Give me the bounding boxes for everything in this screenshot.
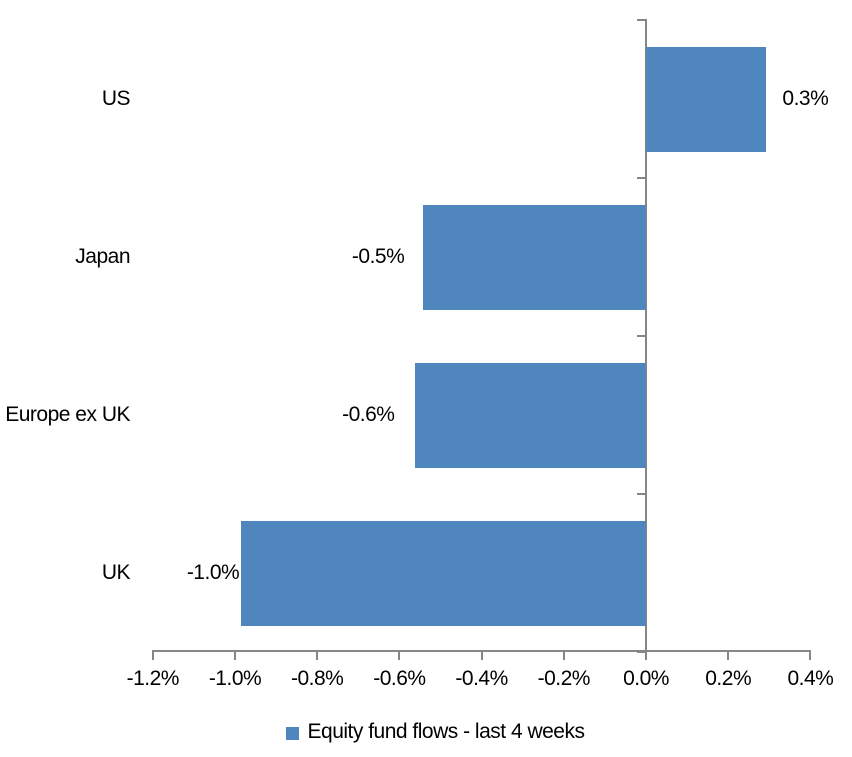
category-label: UK xyxy=(101,561,131,584)
y-axis-tick xyxy=(637,177,647,179)
x-axis-tick xyxy=(809,650,812,660)
x-tick-label: 0.4% xyxy=(787,667,834,690)
category-label: US xyxy=(101,87,131,110)
y-axis-tick xyxy=(637,19,647,21)
x-axis-tick xyxy=(151,650,154,660)
x-tick-label: 0.2% xyxy=(705,667,752,690)
x-tick-label: 0.0% xyxy=(623,667,669,690)
x-tick-label: -0.8% xyxy=(291,667,344,690)
x-axis-tick xyxy=(480,650,483,660)
legend: Equity fund flows - last 4 weeks xyxy=(9,719,852,745)
x-tick-label: -1.2% xyxy=(126,667,180,690)
y-axis-tick xyxy=(637,493,647,495)
x-tick-label: -0.6% xyxy=(373,667,426,690)
x-axis-tick xyxy=(562,650,565,660)
bar xyxy=(241,520,646,626)
x-tick-label: -1.0% xyxy=(208,667,262,690)
category-label: Japan xyxy=(75,245,130,268)
x-axis-tick xyxy=(234,650,236,660)
x-axis-tick xyxy=(645,650,647,660)
legend-swatch xyxy=(285,727,299,740)
x-tick-label: -0.4% xyxy=(455,667,508,690)
y-axis-tick xyxy=(637,651,647,653)
x-tick-label: -0.2% xyxy=(537,667,591,690)
bar xyxy=(646,46,767,152)
value-label: -0.5% xyxy=(351,245,405,268)
category-label: Europe ex UK xyxy=(5,403,130,426)
y-axis-tick xyxy=(637,335,647,337)
x-axis-tick xyxy=(316,650,319,660)
value-label: -0.6% xyxy=(342,403,395,426)
value-label: -1.0% xyxy=(186,561,240,584)
value-label: 0.3% xyxy=(782,87,829,110)
bar xyxy=(415,362,646,468)
x-axis-tick xyxy=(727,650,730,660)
x-axis-tick xyxy=(398,650,401,660)
legend-label: Equity fund flows - last 4 weeks xyxy=(307,720,585,743)
bar xyxy=(423,204,646,310)
